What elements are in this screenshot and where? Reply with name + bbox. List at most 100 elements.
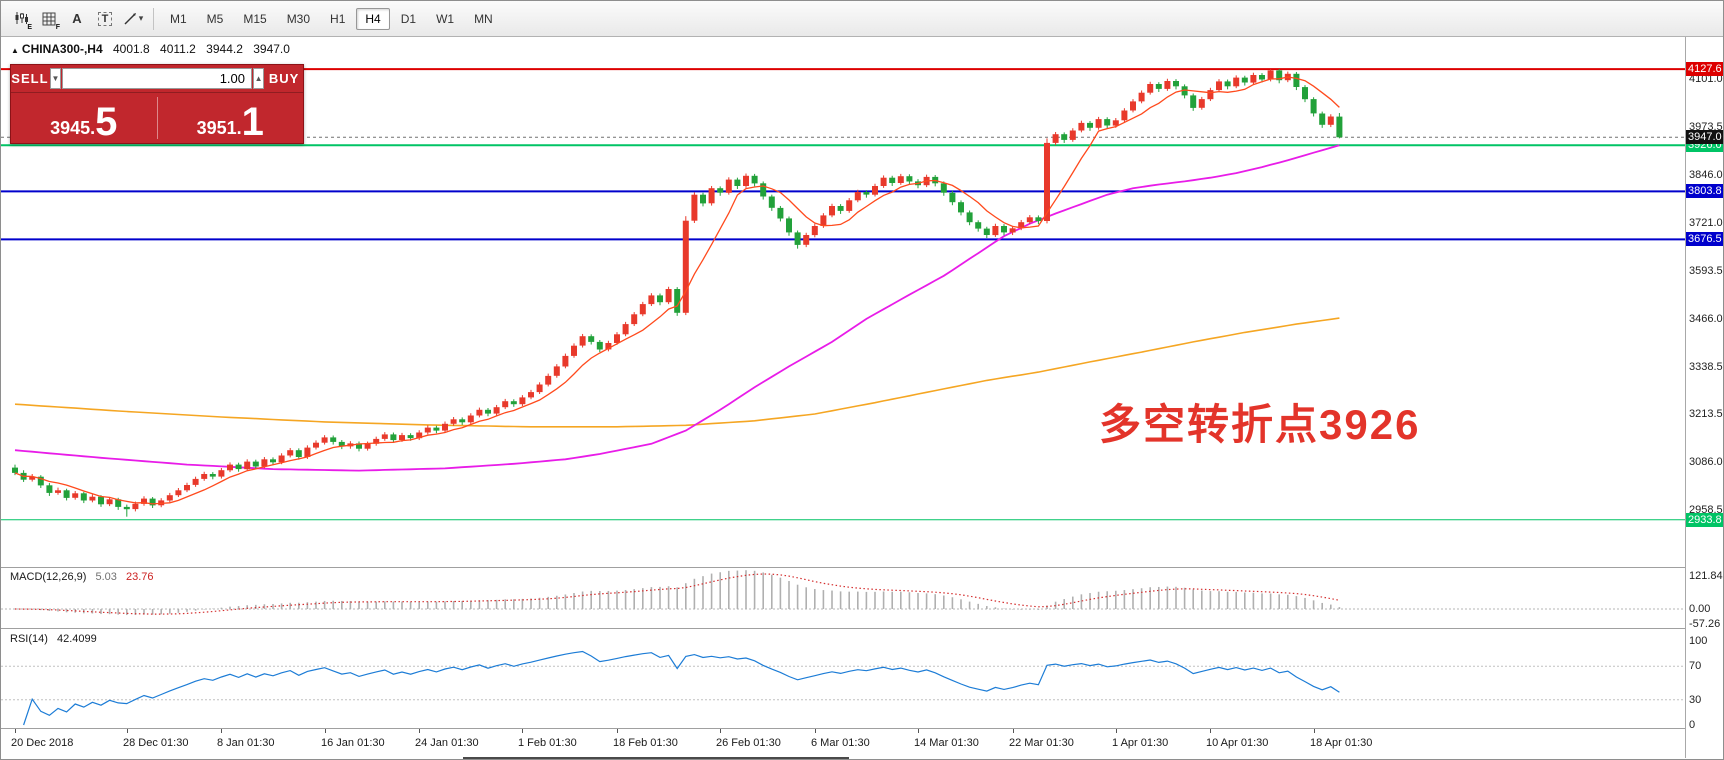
sell-button[interactable]: SELL	[11, 71, 49, 86]
time-axis-label: 24 Jan 01:30	[415, 737, 479, 749]
time-axis-label: 20 Dec 2018	[11, 737, 74, 749]
macd-axis-label: 121.84	[1689, 570, 1723, 583]
top-toolbar: E F A T ▾ M1 M5 M15 M30 H1 H4 D1 W1 MN	[1, 1, 1723, 37]
sell-price-big-digit: 5	[95, 100, 118, 144]
timeframe-button-w1[interactable]: W1	[436, 11, 455, 26]
time-tick	[918, 729, 919, 733]
timeframe-button-h4[interactable]: H4	[356, 7, 390, 30]
rsi-axis-label: 30	[1689, 693, 1702, 706]
price-tick: 3593.5	[1689, 264, 1723, 277]
time-tick	[720, 729, 721, 733]
chart-annotation: 多空转折点3926	[1099, 401, 1421, 448]
sell-price-main: 3945.	[50, 118, 96, 138]
text-label-tool-icon: T	[97, 11, 113, 26]
symbol-marker-icon: ▲	[11, 46, 19, 55]
font-tool-button[interactable]: A	[64, 6, 90, 32]
timeframe-button-m1[interactable]: M1	[170, 11, 187, 26]
buy-button[interactable]: BUY	[268, 71, 300, 86]
tool-sub-f: F	[55, 23, 60, 31]
buy-price-big-digit: 1	[241, 100, 264, 144]
time-tick	[522, 729, 523, 733]
rsi-axis-label: 100	[1689, 635, 1708, 647]
rsi-axis-label: 70	[1689, 660, 1702, 673]
time-tick	[325, 729, 326, 733]
macd-axis-label: -57.26	[1689, 618, 1721, 631]
price-level-tag: 4127.6	[1686, 62, 1723, 77]
time-axis-label: 8 Jan 01:30	[217, 737, 275, 749]
ohlc-high: 4011.2	[160, 42, 196, 56]
time-axis-label: 1 Feb 01:30	[518, 737, 577, 749]
time-tick	[221, 729, 222, 733]
volume-decrease-button[interactable]: ▼	[49, 68, 61, 89]
bottom-edge-strip	[463, 757, 849, 759]
price-level-tag: 3803.8	[1686, 184, 1723, 199]
time-tick	[419, 729, 420, 733]
price-tick: 3213.5	[1689, 408, 1723, 421]
grid-tool[interactable]: F	[36, 6, 62, 32]
price-tick: 3086.0	[1689, 456, 1723, 469]
time-axis-label: 18 Apr 01:30	[1310, 737, 1373, 749]
macd-panel[interactable]	[1, 567, 1685, 629]
ohlc-low: 3944.2	[206, 42, 243, 56]
volume-input[interactable]	[62, 68, 252, 89]
price-tick: 3466.0	[1689, 312, 1723, 325]
price-tick: 3973.5	[1689, 121, 1723, 134]
rsi-panel[interactable]	[1, 629, 1685, 728]
buy-price-main: 3951.	[196, 118, 242, 138]
macd-signal-value: 23.76	[125, 571, 154, 583]
buy-price-display[interactable]: 3951. 1	[158, 93, 304, 143]
volume-increase-button[interactable]: ▲	[253, 68, 265, 89]
time-tick	[1013, 729, 1014, 733]
font-tool-label: A	[72, 11, 82, 26]
ohlc-close: 3947.0	[253, 42, 290, 56]
grid-icon	[42, 12, 56, 25]
ohlc-open: 4001.8	[112, 42, 150, 56]
timeframe-button-m5[interactable]: M5	[206, 11, 224, 26]
price-tick: 4101.0	[1689, 73, 1723, 86]
candlestick-chart-tool[interactable]: E	[8, 6, 34, 32]
time-tick	[15, 729, 16, 733]
time-axis[interactable]: 20 Dec 2018 28 Dec 01:30 8 Jan 01:30 16 Jan…	[1, 729, 1685, 758]
toolbar-separator	[153, 7, 154, 30]
time-axis-label: 22 Mar 01:30	[1009, 737, 1074, 749]
time-axis-label: 1 Apr 01:30	[1112, 737, 1169, 749]
timeframe-button-d1[interactable]: D1	[400, 11, 417, 26]
price-axis[interactable]: 4101.0 3973.5 3846.0 3721.0 3593.5 3466.0 3338…	[1685, 37, 1723, 758]
sell-price-display[interactable]: 3945. 5	[11, 93, 157, 143]
time-axis-label: 28 Dec 01:30	[123, 737, 189, 749]
price-level-tag: 2933.8	[1686, 512, 1723, 527]
rsi-value: 42.4099	[56, 633, 97, 645]
tool-sub-e: E	[27, 23, 32, 31]
current-price-tag: 3947.0	[1686, 130, 1723, 145]
time-axis-label: 16 Jan 01:30	[321, 737, 385, 749]
price-level-tag: 3676.5	[1686, 232, 1723, 247]
draw-tool-button[interactable]: ▾	[120, 6, 146, 32]
price-tick: 3846.0	[1689, 169, 1723, 182]
macd-axis-label: 0.00	[1689, 603, 1711, 615]
candlestick-chart-icon	[15, 12, 28, 24]
time-axis-label: 14 Mar 01:30	[914, 737, 979, 749]
dropdown-caret-icon: ▾	[138, 13, 144, 23]
timeframe-button-mn[interactable]: MN	[474, 11, 493, 26]
time-tick	[1210, 729, 1211, 733]
price-tick: 3721.0	[1689, 216, 1723, 229]
timeframe-button-m30[interactable]: M30	[286, 11, 311, 26]
timeframe-group: M1 M5 M15 M30 H1 H4 D1 W1 MN	[160, 7, 503, 30]
timeframe-button-m15[interactable]: M15	[243, 11, 267, 26]
time-axis-label: 18 Feb 01:30	[613, 737, 678, 749]
symbol-name: CHINA300-,H4	[21, 42, 103, 56]
macd-main-value: 5.03	[95, 571, 117, 583]
timeframe-button-h1[interactable]: H1	[330, 11, 346, 26]
rsi-name: RSI(14)	[10, 633, 48, 645]
one-click-trade-widget: SELL ▼ ▲ BUY 3945. 5 3951. 1	[10, 64, 304, 144]
rsi-label: RSI(14) 42.4099	[10, 633, 103, 645]
time-tick	[815, 729, 816, 733]
time-tick	[127, 729, 128, 733]
rsi-axis-label: 0	[1689, 719, 1696, 731]
time-axis-label: 10 Apr 01:30	[1206, 737, 1269, 749]
time-axis-label: 26 Feb 01:30	[716, 737, 781, 749]
macd-label: MACD(12,26,9) 5.03 23.76	[10, 571, 160, 583]
time-axis-label: 6 Mar 01:30	[811, 737, 870, 749]
text-label-tool-button[interactable]: T	[92, 6, 118, 32]
